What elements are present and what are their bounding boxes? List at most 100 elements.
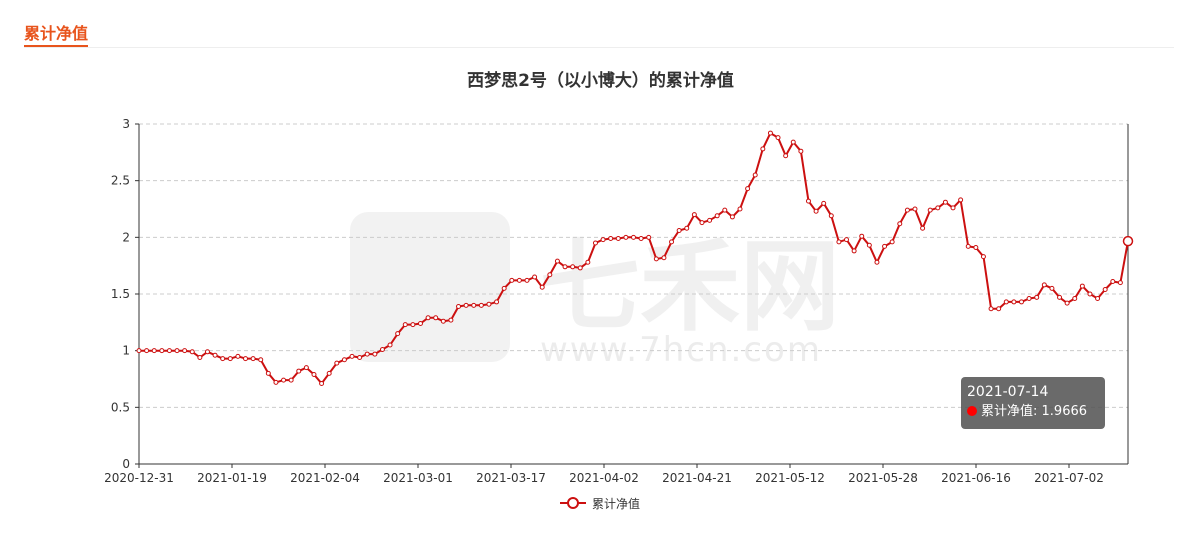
data-point bbox=[1079, 283, 1085, 289]
data-point bbox=[174, 348, 180, 354]
data-point bbox=[669, 239, 675, 245]
data-point bbox=[303, 365, 309, 371]
data-point bbox=[372, 351, 378, 357]
data-point bbox=[562, 264, 568, 270]
data-point bbox=[1057, 294, 1063, 300]
x-tick-label: 2021-02-04 bbox=[290, 471, 360, 485]
data-point bbox=[729, 214, 735, 220]
data-point bbox=[608, 235, 614, 241]
data-point bbox=[319, 381, 325, 387]
data-point bbox=[699, 220, 705, 226]
data-point bbox=[311, 371, 317, 377]
data-point bbox=[904, 207, 910, 213]
data-point bbox=[243, 356, 249, 362]
data-point bbox=[623, 234, 629, 240]
data-point bbox=[684, 225, 690, 231]
x-tick-label: 2021-03-17 bbox=[476, 471, 546, 485]
tooltip-separator: : bbox=[1033, 404, 1042, 419]
data-point bbox=[1087, 291, 1093, 297]
data-point bbox=[1102, 286, 1108, 292]
data-point bbox=[425, 315, 431, 321]
data-point bbox=[509, 277, 515, 283]
data-point bbox=[341, 357, 347, 363]
data-point bbox=[1026, 296, 1032, 302]
data-point bbox=[478, 302, 484, 308]
data-point bbox=[600, 237, 606, 243]
data-point bbox=[258, 357, 264, 363]
data-point bbox=[235, 353, 241, 359]
section-header: 累计净值 bbox=[24, 0, 1174, 48]
data-point bbox=[547, 272, 553, 278]
tooltip-dot-icon bbox=[967, 406, 977, 416]
data-point bbox=[783, 153, 789, 159]
legend[interactable]: 累计净值 bbox=[560, 495, 640, 511]
data-point bbox=[988, 306, 994, 312]
data-point bbox=[950, 205, 956, 211]
section-title[interactable]: 累计净值 bbox=[24, 24, 89, 47]
data-point bbox=[516, 277, 522, 283]
data-point bbox=[204, 349, 210, 355]
data-point bbox=[942, 199, 948, 205]
tooltip-label: 累计净值 bbox=[981, 404, 1034, 419]
y-tick-label: 0.5 bbox=[111, 400, 130, 414]
data-point bbox=[220, 356, 226, 362]
data-point bbox=[874, 259, 880, 265]
data-point bbox=[1041, 282, 1047, 288]
data-point bbox=[326, 370, 332, 376]
data-point bbox=[775, 135, 781, 141]
data-point bbox=[722, 207, 728, 213]
data-point bbox=[1011, 299, 1017, 305]
data-point bbox=[532, 274, 538, 280]
data-point bbox=[456, 303, 462, 309]
x-tick-label: 2021-04-02 bbox=[569, 471, 639, 485]
data-point bbox=[805, 198, 811, 204]
data-point bbox=[760, 146, 766, 152]
watermark-url: www.7hcn.com bbox=[540, 330, 822, 370]
data-point bbox=[790, 139, 796, 145]
x-tick-label: 2021-01-19 bbox=[197, 471, 267, 485]
data-point bbox=[866, 242, 872, 248]
data-point bbox=[144, 348, 150, 354]
data-point bbox=[1018, 299, 1024, 305]
data-point bbox=[676, 228, 682, 234]
x-tick-label: 2021-05-28 bbox=[848, 471, 918, 485]
data-point bbox=[1003, 299, 1009, 305]
data-point bbox=[577, 265, 583, 271]
y-tick-label: 2.5 bbox=[111, 174, 130, 188]
x-tick-label: 2021-03-01 bbox=[383, 471, 453, 485]
data-point bbox=[859, 233, 865, 239]
data-point bbox=[189, 349, 195, 355]
highlighted-point bbox=[1122, 235, 1134, 247]
data-point bbox=[661, 255, 667, 261]
data-point bbox=[494, 299, 500, 305]
data-point bbox=[524, 277, 530, 283]
data-point bbox=[897, 221, 903, 227]
data-point bbox=[463, 302, 469, 308]
data-point bbox=[691, 212, 697, 218]
data-point bbox=[417, 320, 423, 326]
data-point bbox=[136, 348, 142, 354]
data-point bbox=[410, 322, 416, 328]
legend-label[interactable]: 累计净值 bbox=[592, 496, 641, 511]
x-tick-label: 2020-12-31 bbox=[104, 471, 174, 485]
data-point bbox=[471, 302, 477, 308]
y-tick-label: 1 bbox=[122, 344, 130, 358]
data-point bbox=[844, 237, 850, 243]
data-point bbox=[1095, 296, 1101, 302]
data-point bbox=[395, 331, 401, 337]
data-point bbox=[334, 360, 340, 366]
data-point bbox=[653, 256, 659, 262]
x-tick-label: 2021-06-16 bbox=[941, 471, 1011, 485]
data-point bbox=[227, 356, 233, 362]
data-point bbox=[912, 206, 918, 212]
data-point bbox=[889, 239, 895, 245]
data-point bbox=[638, 235, 644, 241]
watermark-brand: 七禾网 bbox=[540, 228, 840, 345]
data-point bbox=[349, 353, 355, 359]
data-point bbox=[379, 347, 385, 353]
data-point bbox=[996, 306, 1002, 312]
data-point bbox=[296, 368, 302, 374]
data-point bbox=[707, 217, 713, 223]
tooltip-value: 1.9666 bbox=[1041, 404, 1088, 419]
